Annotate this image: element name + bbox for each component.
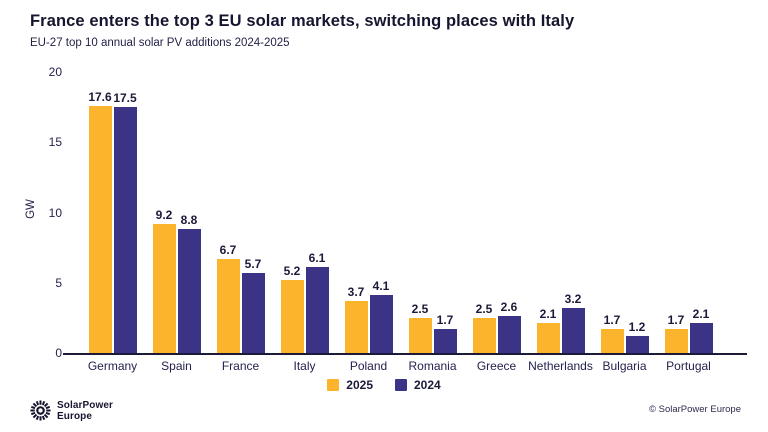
chart-legend: 2025 2024 xyxy=(0,378,768,392)
bar-value-label: 17.6 xyxy=(88,89,112,104)
bar-value-label: 1.7 xyxy=(436,313,454,328)
bar-value-label: 4.1 xyxy=(372,279,390,294)
y-tick-label: 0 xyxy=(55,346,62,360)
x-tick-label-spain: Spain xyxy=(161,359,192,373)
bar-value-label: 2.1 xyxy=(539,307,557,322)
x-tick-label-italy: Italy xyxy=(293,359,316,373)
bar-value-label: 1.2 xyxy=(628,320,646,335)
bar-value-label: 3.2 xyxy=(564,292,582,307)
bar-value-label: 2.5 xyxy=(411,301,429,316)
bar-value-label: 2.6 xyxy=(500,300,518,315)
bar-2025-germany xyxy=(88,105,112,353)
bar-2025-bulgaria xyxy=(600,329,624,353)
y-tick-label: 5 xyxy=(55,275,62,290)
y-tick-label: 10 xyxy=(48,205,62,220)
page-title: France enters the top 3 EU solar markets… xyxy=(30,12,575,30)
bar-value-label: 1.7 xyxy=(603,313,621,328)
logo-text: SolarPower Europe xyxy=(57,400,113,422)
legend-label-2025: 2025 xyxy=(346,378,373,392)
bar-2025-spain xyxy=(152,223,176,353)
bar-2024-spain xyxy=(177,229,201,353)
bar-value-label: 17.5 xyxy=(113,91,137,106)
bar-2024-netherlands xyxy=(561,308,585,353)
legend-item-2024: 2024 xyxy=(395,378,441,392)
sun-logo-icon xyxy=(30,400,51,421)
x-axis-line xyxy=(63,353,747,355)
bar-2025-romania xyxy=(408,317,432,353)
bar-2024-portugal xyxy=(689,323,713,353)
bar-2025-portugal xyxy=(664,329,688,353)
bar-value-label: 6.1 xyxy=(308,251,326,266)
bar-2025-france xyxy=(216,258,240,353)
legend-swatch-2024 xyxy=(395,379,407,391)
bar-value-label: 3.7 xyxy=(347,285,365,299)
legend-swatch-2025 xyxy=(327,379,340,391)
x-tick-label-bulgaria: Bulgaria xyxy=(602,359,647,373)
copyright-text: © SolarPower Europe xyxy=(648,404,741,415)
x-tick-label-romania: Romania xyxy=(408,359,457,373)
logo-line-2: Europe xyxy=(57,410,93,422)
bar-2025-netherlands xyxy=(536,323,560,353)
bar-value-label: 9.2 xyxy=(155,207,173,222)
x-tick-label-poland: Poland xyxy=(349,359,388,373)
bar-2024-romania xyxy=(433,329,457,353)
bar-2024-greece xyxy=(497,316,521,353)
bar-value-label: 6.7 xyxy=(219,242,237,257)
bar-2025-italy xyxy=(280,279,304,353)
bar-2024-poland xyxy=(369,295,393,353)
solarpower-europe-logo: SolarPower Europe xyxy=(29,399,113,422)
logo-line-1: SolarPower xyxy=(57,399,114,411)
bar-value-label: 5.7 xyxy=(244,256,262,271)
x-tick-label-france: France xyxy=(221,359,260,373)
bar-value-label: 2.5 xyxy=(475,301,493,316)
bar-2025-poland xyxy=(344,301,368,353)
y-tick-label: 20 xyxy=(48,65,62,79)
bar-2024-bulgaria xyxy=(625,336,649,353)
bar-value-label: 1.7 xyxy=(667,313,685,328)
x-tick-label-greece: Greece xyxy=(476,359,517,373)
legend-label-2024: 2024 xyxy=(414,378,441,392)
bar-2025-greece xyxy=(472,317,496,353)
bar-value-label: 8.8 xyxy=(180,213,198,228)
y-tick-label: 15 xyxy=(48,135,62,150)
bar-2024-germany xyxy=(113,107,137,353)
bar-2024-france xyxy=(241,272,265,353)
bar-value-label: 2.1 xyxy=(692,307,710,322)
bar-value-label: 5.2 xyxy=(283,263,301,278)
x-tick-label-germany: Germany xyxy=(87,359,138,373)
page-subtitle: EU-27 top 10 annual solar PV additions 2… xyxy=(30,37,290,49)
legend-item-2025: 2025 xyxy=(327,378,373,392)
x-tick-label-netherlands: Netherlands xyxy=(528,359,593,373)
bar-2024-italy xyxy=(305,267,329,353)
x-tick-label-portugal: Portugal xyxy=(666,359,711,373)
